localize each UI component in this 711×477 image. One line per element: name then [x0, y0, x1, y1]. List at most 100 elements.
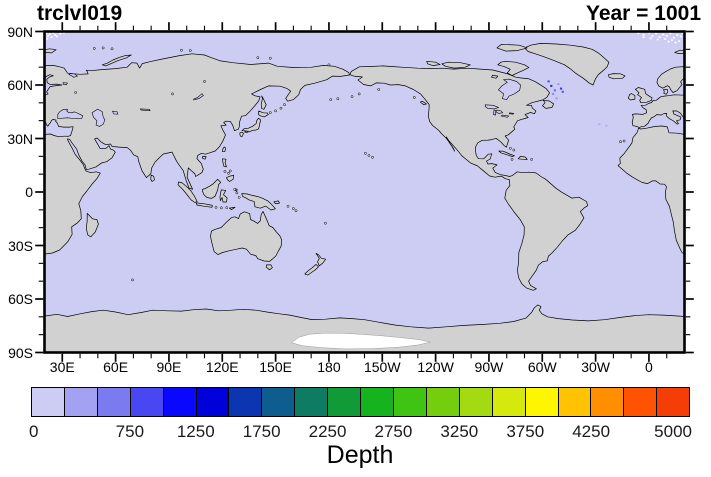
inland-sea [500, 114, 510, 118]
landmass [239, 131, 244, 137]
colorbar-cell [426, 388, 460, 416]
inland-sea [68, 73, 79, 78]
landmass [674, 49, 685, 54]
colorbar-tick-label: 2750 [374, 422, 413, 441]
landmass [244, 130, 249, 133]
map-frame [35, 22, 694, 362]
landmass [419, 100, 427, 106]
landmass [524, 43, 610, 86]
sea-ice-speck [678, 40, 681, 42]
landmass [226, 174, 235, 182]
small-island [268, 56, 272, 60]
colorbar-cell [196, 388, 230, 416]
colorbar-cell [295, 388, 329, 416]
lon-tick-label: 150E [259, 359, 292, 375]
small-island [227, 171, 230, 175]
small-island [508, 146, 512, 150]
inland-sea [484, 104, 500, 110]
landmass [304, 264, 319, 276]
sea-ice-speck [669, 32, 672, 35]
small-island [336, 97, 340, 101]
colorbar-cell [657, 388, 690, 416]
small-island [294, 209, 298, 213]
data-speck [605, 124, 608, 127]
small-island [324, 221, 327, 225]
sea-ice-speck [52, 32, 55, 34]
data-speck [553, 89, 556, 92]
small-island [510, 158, 514, 161]
landmass [542, 99, 555, 109]
colorbar-cell [97, 388, 131, 416]
landmass [44, 48, 57, 54]
sea-ice-speck [681, 32, 684, 34]
colorbar-cell [525, 388, 559, 416]
landmass [627, 93, 636, 101]
lon-tick-label: 120W [417, 359, 454, 375]
small-island [233, 187, 237, 191]
colorbar-tick-label: 3750 [506, 422, 545, 441]
landmass [617, 125, 685, 255]
inland-sea [495, 109, 504, 114]
landmass [44, 53, 350, 255]
landmass [498, 150, 515, 157]
small-island [256, 56, 260, 60]
lon-tick-label: 0 [645, 359, 653, 375]
lon-tick-label: 180 [317, 359, 341, 375]
small-island [268, 111, 272, 114]
landmass [241, 193, 276, 211]
inland-sea [193, 93, 204, 101]
sea-ice-speck [658, 36, 661, 38]
landmass [491, 74, 499, 79]
lon-tick-label: 120E [205, 359, 239, 375]
lon-tick-label: 90E [156, 359, 182, 375]
colorbar-cell [163, 388, 197, 416]
sea-ice-speck [655, 32, 658, 35]
small-island [110, 47, 114, 51]
colorbar-cell [328, 388, 362, 416]
small-island [101, 46, 105, 50]
small-island [530, 158, 533, 161]
landmass [631, 94, 685, 128]
small-island [292, 207, 295, 210]
data-speck [555, 97, 558, 100]
lat-tick-label: 0 [25, 184, 33, 200]
colorbar-tick-label: 5000 [654, 422, 692, 441]
small-island [286, 204, 290, 208]
small-island [214, 205, 218, 209]
colorbar-tick-label: 750 [115, 422, 145, 441]
inland-sea [57, 109, 84, 119]
inland-sea [493, 109, 497, 116]
lat-tick-label: 90S [8, 344, 33, 361]
small-island [131, 278, 134, 282]
colorbar-tick-label: 1750 [242, 422, 281, 441]
landmass [273, 200, 280, 204]
small-island [283, 103, 286, 106]
small-island [274, 109, 277, 113]
landmass [608, 73, 626, 80]
colorbar-cell [591, 388, 625, 416]
colorbar [31, 387, 690, 417]
small-island [377, 88, 381, 91]
data-speck [559, 87, 563, 90]
landmass [85, 213, 99, 238]
small-island [279, 106, 283, 110]
colorbar-tick-label: 3250 [440, 422, 479, 441]
small-island [223, 170, 227, 173]
landmass [101, 54, 132, 67]
small-island [367, 154, 371, 157]
colorbar-cell [130, 388, 164, 416]
sea-ice-speck [667, 40, 670, 43]
colorbar-cell [262, 388, 296, 416]
colorbar-tick-label: 2250 [308, 422, 347, 441]
sea-ice-speck [651, 35, 654, 37]
landmass [44, 304, 685, 353]
small-island [350, 95, 354, 98]
lon-tick-label: 30W [581, 359, 611, 375]
landmass [229, 206, 236, 211]
landmass [426, 60, 441, 66]
data-speck [551, 92, 555, 95]
colorbar-cell [624, 388, 658, 416]
landmass [265, 264, 273, 271]
landmass [202, 178, 222, 199]
